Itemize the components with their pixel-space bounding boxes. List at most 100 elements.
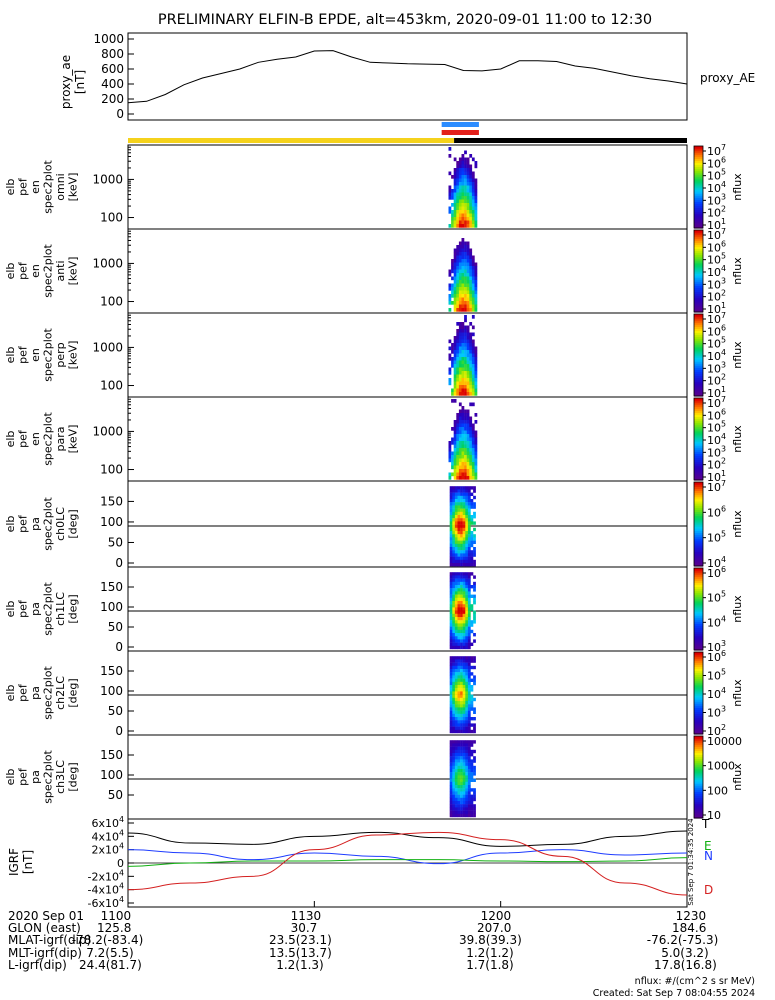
- flux-cell: [474, 280, 478, 284]
- flux-cell: [449, 749, 453, 754]
- flux-cell: [454, 623, 458, 627]
- flux-cell: [467, 626, 471, 630]
- colorbar-segment: [694, 507, 703, 510]
- flux-cell: [457, 604, 461, 608]
- flux-cell: [458, 297, 462, 302]
- flux-cell: [465, 575, 469, 579]
- flux-cell: [469, 423, 473, 428]
- flux-cell: [449, 633, 453, 637]
- flux-cell: [470, 759, 474, 763]
- flux-cell: [457, 749, 461, 754]
- flux-cell: [461, 476, 465, 480]
- flux-cell: [462, 813, 466, 818]
- flux-cell: [464, 266, 467, 270]
- ae-ytick-label: 800: [101, 47, 124, 61]
- flux-cell: [458, 157, 462, 162]
- flux-cell: [457, 581, 461, 586]
- flux-cell: [451, 210, 454, 214]
- colorbar-segment: [694, 369, 703, 372]
- flux-cell: [460, 613, 463, 618]
- flux-cell: [473, 537, 476, 541]
- colorbar-tick-label: 105: [707, 420, 726, 435]
- flux-cell: [460, 672, 463, 676]
- flux-cell: [452, 617, 456, 621]
- flux-cell: [452, 588, 456, 592]
- flux-cell: [461, 336, 465, 340]
- flux-cell: [458, 252, 462, 256]
- flux-cell: [471, 189, 475, 193]
- colorbar-segment: [694, 287, 703, 291]
- flux-cell: [464, 168, 467, 172]
- flux-cell: [466, 280, 470, 284]
- flux-cell: [457, 629, 461, 634]
- colorbar-segment: [694, 545, 703, 548]
- flux-cell: [469, 217, 473, 221]
- flux-cell: [457, 801, 461, 805]
- flux-cell: [469, 248, 473, 253]
- flux-cell: [469, 269, 473, 274]
- flux-cell: [461, 157, 465, 162]
- flux-cell: [460, 785, 463, 789]
- flux-cell: [451, 427, 454, 431]
- colorbar-segment: [694, 465, 703, 469]
- flux-cell: [471, 402, 475, 407]
- flux-cell: [471, 469, 475, 473]
- panel-ylabel-part: pef: [17, 261, 30, 280]
- flux-cell: [453, 301, 457, 305]
- colorbar-segment: [694, 410, 703, 413]
- flux-cell: [462, 550, 466, 554]
- flux-cell: [456, 388, 460, 393]
- colorbar-tick-label: 106: [707, 155, 726, 170]
- flux-cell: [464, 350, 467, 354]
- flux-cell: [465, 524, 469, 528]
- flux-cell: [452, 791, 456, 795]
- flux-cell: [456, 350, 460, 354]
- flux-cell: [454, 601, 458, 605]
- flux-cell: [469, 462, 473, 466]
- spectrogram-frame: [127, 396, 688, 482]
- footer-row-label: MLAT-igrf(dip): [8, 933, 92, 948]
- flux-cell: [466, 308, 470, 312]
- colorbar-label: nflux: [731, 679, 744, 707]
- flux-cell: [448, 308, 452, 312]
- colorbar-segment: [694, 772, 703, 776]
- ytick-label: 150: [100, 580, 123, 594]
- flux-cell: [452, 743, 456, 747]
- colorbar-segment: [694, 346, 703, 350]
- flux-cell: [457, 672, 461, 676]
- flux-cell: [451, 392, 454, 396]
- flux-cell: [457, 623, 461, 627]
- flux-cell: [454, 726, 458, 730]
- flux-cell: [474, 360, 478, 365]
- flux-cell: [466, 472, 470, 477]
- flux-cell: [474, 441, 478, 445]
- flux-cell: [449, 794, 453, 798]
- colorbar-segment: [694, 799, 703, 803]
- footer-row-value: 184.6: [672, 921, 707, 936]
- colorbar-tick-label-base: 10: [707, 219, 721, 232]
- flux-cell: [452, 572, 456, 576]
- flux-cell: [457, 486, 461, 490]
- flux-cell: [467, 639, 471, 643]
- flux-cell: [453, 437, 457, 442]
- flux-cell: [460, 633, 463, 637]
- flux-cell: [467, 581, 471, 586]
- flux-cell: [467, 550, 471, 554]
- flux-cell: [458, 381, 462, 386]
- flux-cell: [460, 756, 463, 760]
- colorbar-tick-label-base: 10: [707, 670, 721, 683]
- flux-cell: [464, 336, 467, 340]
- flux-cell: [449, 594, 453, 598]
- flux-cell: [467, 746, 471, 750]
- flux-cell: [474, 392, 478, 396]
- flux-cell: [452, 575, 456, 579]
- flux-cell: [453, 213, 457, 218]
- flux-cell: [462, 701, 466, 705]
- flux-cell: [452, 801, 456, 805]
- colorbar-segment: [694, 606, 703, 610]
- colorbar-segment: [694, 513, 703, 517]
- flux-cell: [473, 675, 476, 679]
- panel-ylabel-part: pef: [17, 683, 30, 702]
- flux-cell: [456, 297, 460, 302]
- flux-cell: [470, 762, 474, 766]
